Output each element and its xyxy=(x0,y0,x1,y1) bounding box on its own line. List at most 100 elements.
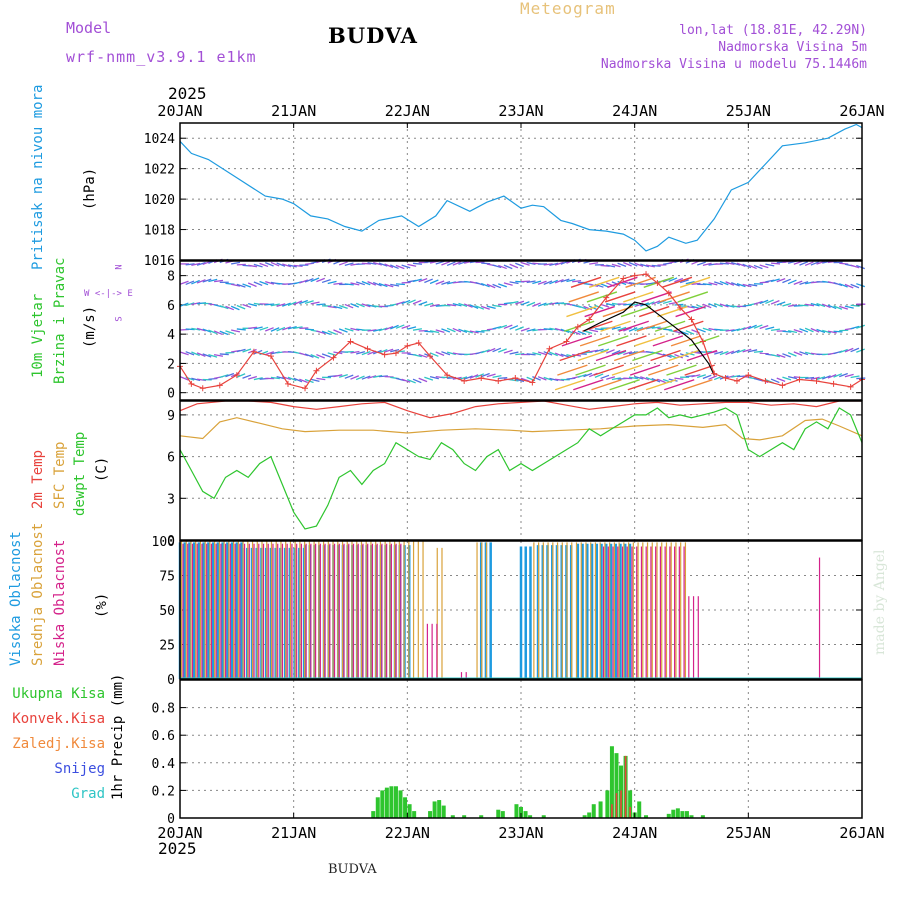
wind-arrow xyxy=(225,330,235,335)
wind-arrow xyxy=(708,302,718,308)
wind-arrow xyxy=(475,373,485,378)
ytick-label-4: 0.6 xyxy=(152,729,175,744)
wind-arrow xyxy=(549,279,558,285)
wind-arrow xyxy=(304,353,314,358)
wind-arrow xyxy=(719,303,729,308)
wind-arrow xyxy=(827,304,837,310)
precip-bar xyxy=(462,815,467,818)
precip-bar xyxy=(614,753,619,818)
panel-bg-0 xyxy=(180,123,862,260)
wind-arrow-strong xyxy=(616,335,647,347)
wind-speed-marker xyxy=(847,383,854,390)
wind-arrow xyxy=(787,279,797,285)
panel-frame-3 xyxy=(179,540,863,680)
panel-frame-1 xyxy=(179,260,863,401)
wind-gust-line xyxy=(583,301,715,376)
wind-arrow xyxy=(816,328,826,334)
wind-arrow xyxy=(549,351,558,357)
wind-arrow xyxy=(833,330,843,333)
ytick-label-0: 1022 xyxy=(144,163,175,178)
wind-arrow xyxy=(441,328,451,333)
wind-arrow xyxy=(776,301,786,306)
wind-arrow xyxy=(276,303,286,307)
precip-bar xyxy=(637,801,642,818)
wind-arrow xyxy=(856,264,865,270)
wind-speed-marker xyxy=(665,290,672,297)
xtick-top-label: 22JAN xyxy=(385,102,430,120)
wind-arrow xyxy=(231,329,241,333)
wind-arrow xyxy=(378,348,388,354)
wind-arrow xyxy=(839,348,848,354)
wind-arrow xyxy=(577,330,587,336)
wind-arrow xyxy=(662,353,672,359)
wind-speed-marker xyxy=(392,350,399,357)
precip-bar xyxy=(689,815,694,818)
precip-bar xyxy=(437,800,442,818)
wind-arrow xyxy=(475,281,485,286)
wind-arrow xyxy=(378,327,388,332)
wind-arrow xyxy=(350,350,360,354)
wind-arrow xyxy=(327,305,337,309)
wind-arrow-strong xyxy=(645,379,677,391)
wind-speed-marker xyxy=(574,323,581,330)
wind-arrow xyxy=(731,261,741,266)
wind-arrow xyxy=(731,349,740,355)
wind-arrow xyxy=(321,353,331,358)
wind-arrow xyxy=(401,299,411,305)
wind-arrow xyxy=(543,351,553,356)
wind-arrow xyxy=(361,375,371,380)
wind-arrow xyxy=(600,303,610,308)
wind-arrow xyxy=(839,283,848,288)
wind-arrow xyxy=(509,281,519,285)
wind-arrow xyxy=(640,376,650,381)
wind-arrow xyxy=(520,261,530,266)
wind-arrow xyxy=(378,262,388,267)
wind-arrow xyxy=(447,303,457,307)
xtick-top-label: 20JAN xyxy=(157,102,202,120)
wind-arrow xyxy=(418,301,428,306)
precip-bar xyxy=(528,815,533,818)
wind-arrow xyxy=(532,352,542,356)
wind-arrow xyxy=(736,327,746,332)
wind-arrow-strong xyxy=(625,276,656,289)
wind-arrow xyxy=(850,264,860,269)
wind-arrow xyxy=(208,353,218,358)
wind-arrow xyxy=(742,263,752,269)
wind-speed-marker xyxy=(563,338,570,345)
wind-arrow xyxy=(793,260,803,265)
wind-arrow xyxy=(515,378,525,383)
ytick-label-2: 6 xyxy=(167,451,175,466)
wind-arrow xyxy=(350,282,360,286)
wind-arrow-strong xyxy=(659,291,690,303)
wind-arrow xyxy=(276,376,286,380)
wind-speed-marker xyxy=(631,272,638,279)
wind-arrow xyxy=(299,378,308,384)
wind-speed-marker xyxy=(250,348,257,355)
wind-arrow xyxy=(293,264,303,268)
wind-arrow xyxy=(333,374,343,378)
wind-arrow xyxy=(327,352,337,356)
wind-arrow xyxy=(219,305,229,310)
wind-arrow xyxy=(378,375,388,378)
wind-arrow xyxy=(537,302,547,307)
wind-arrow xyxy=(748,324,757,330)
wind-arrow xyxy=(407,378,416,384)
wind-arrow-strong xyxy=(588,276,620,289)
wind-arrow xyxy=(225,372,235,378)
wind-arrow xyxy=(549,327,559,331)
wind-arrow xyxy=(827,373,837,379)
wind-arrow xyxy=(696,328,706,333)
wind-speed-marker xyxy=(347,338,354,345)
precip-bar xyxy=(398,790,403,818)
ytick-label-1: 2 xyxy=(167,357,175,372)
wind-arrow xyxy=(492,375,502,378)
wind-arrow xyxy=(628,261,638,267)
panel-frame-2 xyxy=(179,400,863,541)
wind-arrow-strong xyxy=(648,364,679,376)
year-top-label: 2025 xyxy=(168,84,207,103)
wind-arrow xyxy=(446,351,456,356)
wind-arrow xyxy=(617,350,627,356)
wind-speed-marker xyxy=(620,275,627,282)
wind-arrow xyxy=(526,301,536,307)
wind-arrow xyxy=(617,326,627,331)
